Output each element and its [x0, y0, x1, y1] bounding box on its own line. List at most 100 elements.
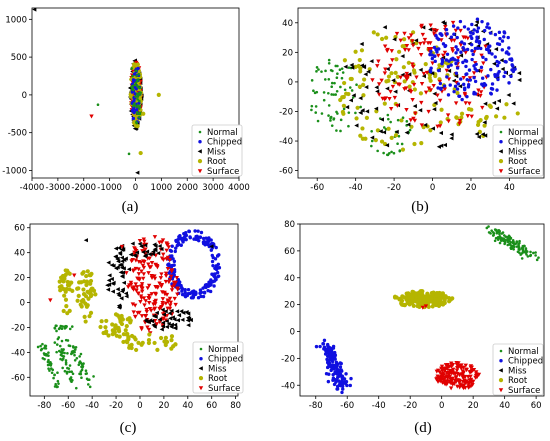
- data-point-normal: [508, 235, 511, 239]
- data-point-normal: [506, 240, 510, 244]
- data-point-chipped: [435, 50, 439, 54]
- data-point-chipped: [497, 69, 501, 74]
- data-point-surface: [428, 88, 434, 93]
- data-point-normal: [310, 104, 314, 108]
- data-point-root: [110, 332, 115, 337]
- data-point-surface: [158, 276, 164, 281]
- data-point-normal: [329, 68, 333, 72]
- data-point-normal: [503, 242, 506, 246]
- x-tick-label: -4000: [20, 183, 45, 193]
- data-point-surface: [152, 276, 158, 281]
- data-point-miss: [175, 318, 180, 323]
- data-point-chipped: [466, 27, 470, 31]
- data-point-miss: [159, 246, 164, 252]
- data-point-chipped: [487, 26, 492, 30]
- data-point-chipped: [480, 76, 485, 80]
- data-point-root: [83, 301, 88, 306]
- data-point-root: [384, 35, 389, 40]
- panel-a: -4000 -3000 -2000 -1000 0 1000 2000 3000 4000-10…: [2, 7, 250, 215]
- data-point-surface: [124, 271, 129, 276]
- data-point-root: [81, 297, 86, 303]
- data-point-chipped: [173, 249, 177, 254]
- data-point-surface: [139, 314, 145, 319]
- data-point-root: [62, 293, 67, 298]
- data-point-surface: [450, 47, 455, 52]
- legend-label-normal: Normal: [508, 347, 539, 357]
- data-point-normal: [396, 142, 399, 146]
- data-point-surface: [142, 239, 147, 244]
- data-point-chipped: [199, 291, 203, 295]
- data-point-root: [405, 300, 410, 306]
- data-point-normal: [504, 238, 507, 242]
- data-point-chipped: [497, 42, 502, 47]
- data-point-chipped: [462, 25, 467, 29]
- data-point-root: [435, 293, 440, 298]
- data-point-root: [409, 295, 415, 301]
- data-point-chipped: [314, 344, 319, 349]
- data-point-chipped: [333, 354, 337, 358]
- data-point-normal: [506, 243, 510, 247]
- data-point-chipped: [201, 236, 206, 241]
- legend-label-surface: Surface: [508, 386, 540, 396]
- data-point-root: [63, 268, 68, 273]
- data-point-normal: [41, 356, 45, 360]
- data-point-root: [423, 62, 428, 67]
- data-point-root: [169, 334, 175, 339]
- data-point-root: [61, 308, 66, 314]
- data-point-miss: [160, 307, 165, 312]
- data-point-surface: [469, 114, 474, 119]
- data-point-root: [57, 279, 62, 284]
- data-point-chipped: [170, 254, 174, 258]
- data-point-surface: [454, 368, 460, 373]
- data-point-normal: [74, 345, 78, 349]
- data-point-surface: [370, 78, 375, 83]
- data-point-surface: [132, 250, 137, 255]
- data-point-normal: [535, 258, 539, 262]
- data-point-surface: [147, 293, 152, 298]
- data-point-root: [70, 288, 75, 293]
- data-point-normal: [138, 111, 142, 115]
- data-point-root: [406, 292, 411, 297]
- data-point-normal: [376, 149, 379, 153]
- data-point-surface: [448, 369, 454, 374]
- data-point-surface: [157, 320, 163, 325]
- data-point-surface: [141, 237, 146, 242]
- data-point-surface: [440, 368, 445, 373]
- data-point-chipped: [339, 361, 343, 366]
- data-point-chipped: [186, 292, 190, 296]
- data-point-normal: [322, 91, 326, 94]
- data-point-normal: [59, 324, 63, 328]
- data-point-surface: [442, 87, 448, 92]
- data-point-miss: [511, 101, 516, 106]
- data-point-chipped: [325, 342, 330, 347]
- data-point-normal: [523, 244, 526, 248]
- data-point-surface: [483, 44, 488, 49]
- data-point-miss: [407, 72, 412, 77]
- data-point-chipped: [331, 352, 335, 356]
- data-point-normal: [408, 128, 412, 132]
- x-tick-label: 2000: [176, 183, 198, 193]
- data-point-normal: [44, 352, 48, 356]
- data-point-surface: [414, 75, 419, 80]
- data-point-root: [89, 292, 94, 298]
- data-point-chipped: [471, 31, 475, 36]
- legend-marker-normal: [499, 349, 503, 353]
- legend-marker-miss: [197, 149, 202, 154]
- data-point-normal: [534, 251, 537, 254]
- data-point-surface: [139, 282, 145, 287]
- data-point-chipped: [506, 35, 510, 40]
- data-point-surface: [453, 375, 459, 380]
- panel-caption: (d): [414, 420, 432, 436]
- legend-marker-miss: [498, 149, 503, 154]
- data-point-root: [59, 275, 64, 280]
- data-point-chipped: [457, 94, 462, 98]
- data-point-normal: [529, 254, 533, 257]
- data-point-chipped: [329, 357, 334, 362]
- data-point-chipped: [184, 230, 188, 235]
- data-point-surface: [48, 298, 53, 303]
- data-point-surface: [455, 371, 460, 376]
- data-point-normal: [310, 79, 314, 82]
- data-point-surface: [434, 376, 440, 381]
- data-point-normal: [48, 363, 52, 367]
